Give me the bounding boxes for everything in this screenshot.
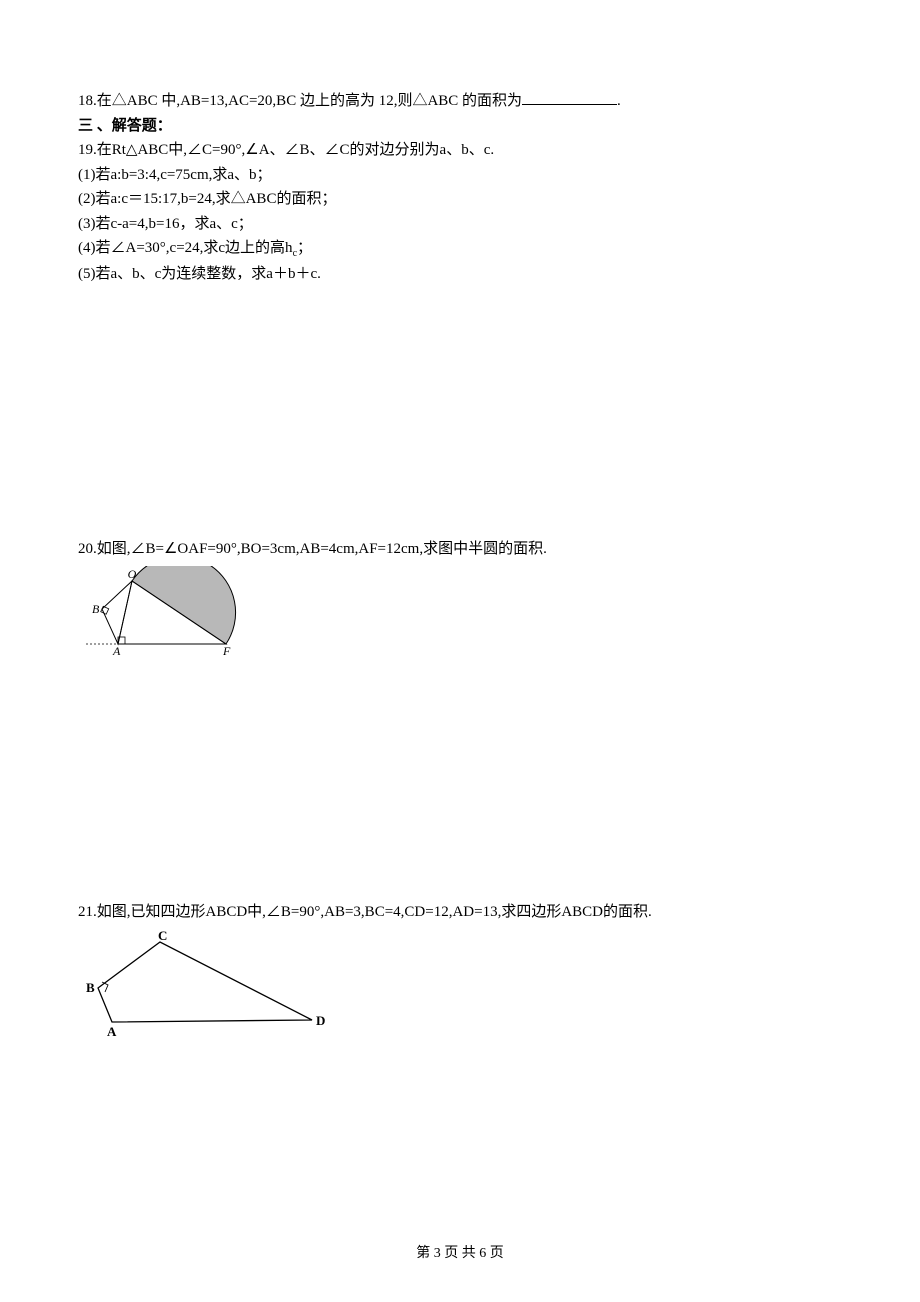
- q19-part3: (3)若c-a=4,b=16，求a、c；: [78, 213, 842, 236]
- q21-label-b: B: [86, 980, 95, 995]
- q21-rightangle-b: [102, 982, 108, 992]
- q19-part4-post: ；: [297, 240, 312, 256]
- q21-label-a: A: [107, 1024, 117, 1039]
- spacer-2: [78, 661, 842, 901]
- q19-part4: (4)若∠A=30°,c=24,求c边上的高hc；: [78, 237, 842, 261]
- q20-figure: O B A F: [80, 566, 842, 661]
- q19-part1: (1)若a:b=3:4,c=75cm,求a、b；: [78, 164, 842, 187]
- q18-blank: [522, 91, 617, 105]
- page-footer: 第 3 页 共 6 页: [0, 1242, 920, 1262]
- q18-suffix: .: [617, 93, 621, 109]
- q21-label-c: C: [158, 930, 167, 943]
- q20-rightangle-b: [101, 606, 109, 614]
- q20-label-a: A: [112, 644, 121, 656]
- q21-svg: B C D A: [80, 930, 330, 1040]
- q19-part4-pre: (4)若∠A=30°,c=24,求c边上的高h: [78, 240, 293, 256]
- q19-part5: (5)若a、b、c为连续整数，求a＋b＋c.: [78, 263, 842, 286]
- q20-triangle-oab: [102, 581, 132, 644]
- q20-label-o: O: [128, 567, 137, 581]
- q21-text: 21.如图,已知四边形ABCD中,∠B=90°,AB=3,BC=4,CD=12,…: [78, 901, 842, 924]
- q18-prefix: 18.在△ABC 中,AB=13,AC=20,BC 边上的高为 12,则△ABC…: [78, 93, 522, 109]
- q21-quad: [98, 942, 312, 1022]
- q21-label-d: D: [316, 1013, 325, 1028]
- q21-figure: B C D A: [80, 930, 842, 1045]
- q18-line: 18.在△ABC 中,AB=13,AC=20,BC 边上的高为 12,则△ABC…: [78, 90, 842, 113]
- q20-svg: O B A F: [80, 566, 250, 656]
- q20-text: 20.如图,∠B=∠OAF=90°,BO=3cm,AB=4cm,AF=12cm,…: [78, 538, 842, 561]
- spacer-1: [78, 288, 842, 538]
- q20-semicircle: [132, 566, 236, 644]
- section-3-heading: 三 、解答题：: [78, 115, 842, 138]
- q19-intro: 19.在Rt△ABC中,∠C=90°,∠A、∠B、∠C的对边分别为a、b、c.: [78, 139, 842, 162]
- q20-label-b: B: [92, 602, 100, 616]
- q19-part2: (2)若a:c＝15:17,b=24,求△ABC的面积；: [78, 188, 842, 211]
- q20-label-f: F: [222, 644, 231, 656]
